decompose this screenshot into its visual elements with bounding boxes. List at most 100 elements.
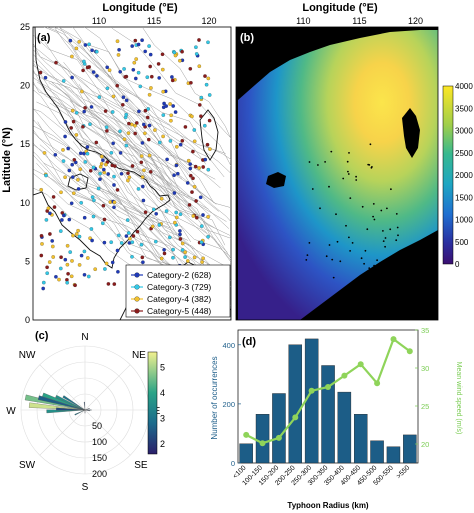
legend-marker — [134, 284, 140, 290]
track-line — [33, 118, 171, 229]
typhoon-point — [87, 274, 91, 279]
typhoon-point — [67, 168, 72, 173]
island-speck — [349, 197, 352, 200]
track-line — [33, 81, 180, 200]
island-speck — [328, 244, 331, 246]
typhoon-point — [158, 140, 162, 145]
typhoon-point — [147, 123, 152, 128]
colorbar-b-tick: 3500 — [455, 104, 473, 113]
typhoon-point — [140, 175, 145, 179]
typhoon-point — [125, 218, 130, 222]
legend-box — [125, 264, 231, 318]
typhoon-point — [95, 49, 99, 54]
legend-marker — [134, 308, 140, 314]
typhoon-point — [117, 233, 121, 238]
typhoon-point — [135, 229, 140, 234]
typhoon-point — [168, 235, 172, 240]
typhoon-point — [145, 115, 150, 120]
island-speck — [324, 161, 326, 163]
typhoon-point — [77, 234, 82, 239]
typhoon-point — [175, 215, 179, 220]
typhoon-point — [126, 171, 130, 176]
track-line — [92, 101, 228, 253]
typhoon-point — [200, 260, 204, 264]
island-speck — [317, 164, 319, 166]
island-speck — [368, 267, 371, 269]
island-speck — [305, 259, 308, 261]
typhoon-point — [106, 282, 111, 286]
typhoon-point — [168, 102, 172, 106]
typhoon-point — [105, 129, 109, 133]
island-speck — [306, 254, 309, 256]
typhoon-point — [197, 38, 201, 42]
legend-entry: Category-2 (628) — [147, 270, 211, 280]
top-tick-a: 120 — [201, 16, 216, 26]
track-line — [44, 42, 175, 192]
island-speck — [331, 258, 334, 261]
occurrence-bar — [370, 440, 384, 464]
typhoon-point — [150, 74, 154, 79]
island-speck — [396, 259, 399, 262]
colorbar-b-tick: 500 — [455, 238, 469, 247]
typhoon-point — [41, 286, 46, 291]
typhoon-point — [164, 104, 169, 108]
typhoon-point — [206, 167, 211, 172]
typhoon-point — [204, 82, 209, 87]
typhoon-point — [70, 108, 75, 113]
typhoon-point — [188, 67, 193, 71]
island-speck — [367, 163, 370, 166]
rose-radial-label: 100 — [92, 437, 107, 447]
island-speck — [336, 240, 339, 243]
typhoon-point — [161, 113, 166, 117]
island-speck — [335, 213, 337, 216]
typhoon-point — [109, 240, 114, 245]
track-line — [57, 27, 226, 154]
typhoon-point — [83, 106, 87, 110]
typhoon-point — [142, 168, 146, 173]
island-speck — [308, 161, 311, 163]
typhoon-point — [123, 75, 128, 79]
typhoon-point — [91, 214, 96, 219]
typhoon-point — [183, 255, 187, 259]
colorbar-c-tick: 3 — [160, 413, 165, 423]
typhoon-point — [50, 239, 55, 243]
rose-direction-label: S — [82, 482, 89, 493]
typhoon-point — [121, 103, 125, 107]
typhoon-point — [133, 123, 137, 128]
typhoon-point — [143, 49, 148, 54]
typhoon-point — [63, 257, 68, 262]
typhoon-point — [88, 236, 92, 241]
typhoon-point — [66, 146, 71, 151]
track-line — [88, 123, 231, 260]
left-tick: 15 — [20, 139, 30, 149]
rose-bars — [24, 392, 92, 416]
rose-direction-labels: NNEESESSWWNW — [6, 332, 160, 493]
top-tick-a: 110 — [92, 16, 106, 26]
typhoon-point — [127, 175, 132, 180]
typhoon-point — [77, 263, 82, 267]
typhoon-point — [102, 240, 107, 245]
typhoon-point — [54, 60, 58, 65]
typhoon-point — [61, 79, 66, 83]
panel-b-label: (b) — [240, 32, 254, 44]
track-line — [141, 27, 231, 140]
x-tick-label: >550 — [395, 464, 411, 480]
typhoon-point — [206, 235, 210, 239]
rose-bar — [37, 395, 86, 411]
typhoon-point — [81, 125, 85, 129]
typhoon-point — [122, 137, 127, 142]
typhoon-point — [60, 218, 64, 222]
occurrence-bars — [239, 338, 417, 464]
typhoon-point — [206, 40, 210, 45]
typhoon-point — [112, 174, 116, 179]
typhoon-point — [127, 121, 131, 126]
typhoon-point — [94, 140, 99, 145]
colorbar-c-tick: 2 — [160, 439, 165, 449]
typhoon-point — [147, 137, 151, 142]
typhoon-point — [134, 57, 139, 61]
typhoon-point — [159, 256, 164, 261]
colorbar-b-ticks: 4000 3500 3000 2500 2000 1500 1000 500 0 — [455, 82, 473, 269]
typhoon-point — [189, 81, 193, 85]
typhoon-point — [45, 265, 49, 270]
typhoon-point — [40, 242, 44, 246]
